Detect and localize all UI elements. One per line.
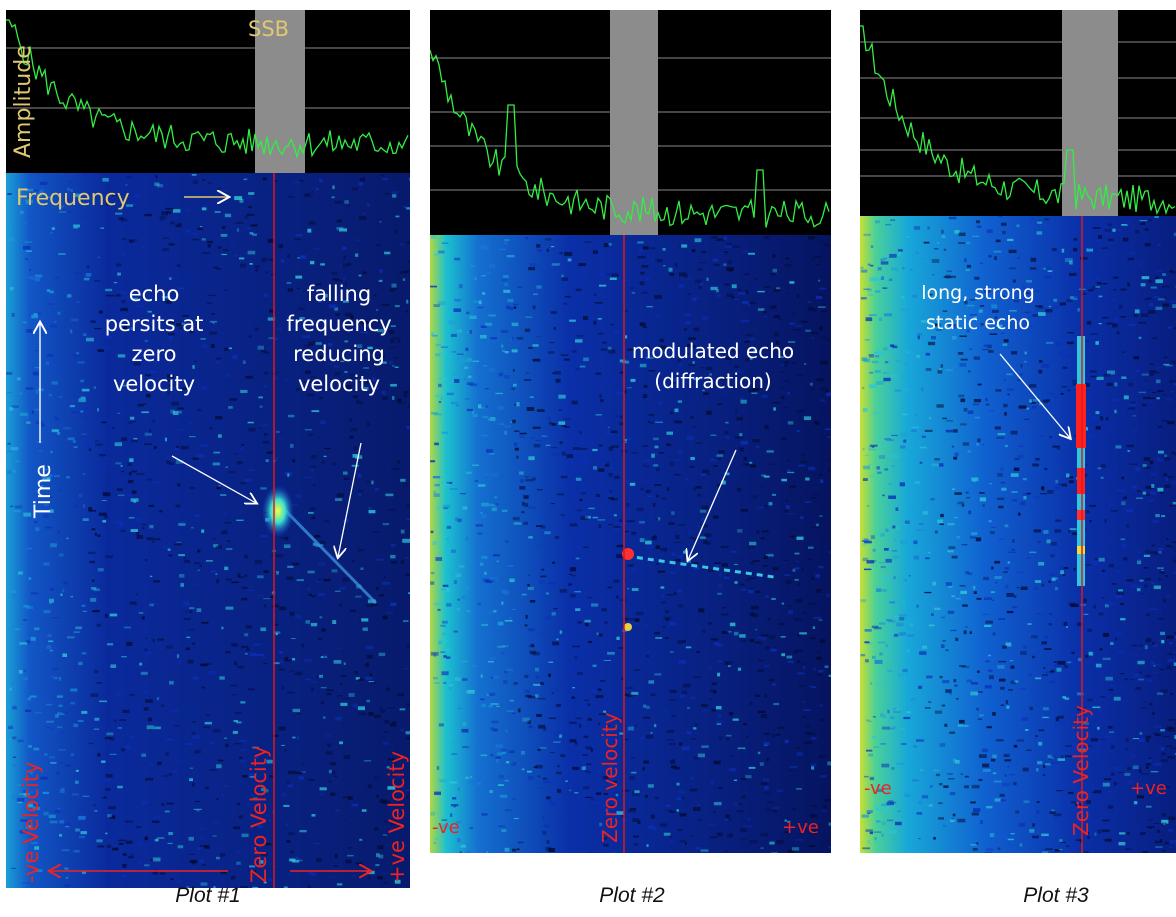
- neg-velocity-label-1: -ve Velocity: [19, 762, 43, 883]
- echo-hotspot-1: [262, 485, 294, 537]
- amplitude-trace-2: [430, 49, 830, 228]
- plot-1: Amplitude SSB Frequency Time echo persits…: [6, 10, 410, 888]
- annotation-arrow-1a: [171, 455, 256, 503]
- echo-point-2: [622, 548, 634, 560]
- zero-velocity-label-2: Zero velocity: [598, 712, 622, 843]
- pos-velocity-label-3: +ve: [1130, 778, 1167, 799]
- annotation-text: echo persits at zero velocity: [105, 282, 204, 396]
- annotation-static-echo: long, strong static echo: [921, 282, 1035, 334]
- annotation-text: modulated echo (diffraction): [632, 339, 794, 393]
- annotation-text: falling frequency reducing velocity: [286, 282, 391, 396]
- waterfall-noise-3: [860, 216, 1176, 853]
- amplitude-ylabel: Amplitude: [11, 45, 36, 158]
- static-echo: [1076, 336, 1086, 586]
- ssb-band-2: [610, 10, 658, 235]
- neg-velocity-label-2: -ve: [432, 817, 460, 838]
- pos-velocity-label-1: +ve Velocity: [385, 751, 409, 883]
- amplitude-gridlines-3: [860, 41, 1176, 177]
- ssb-label: SSB: [248, 17, 289, 41]
- waterfall-3: [860, 216, 1176, 853]
- annotation-arrow-3: [999, 353, 1070, 438]
- time-label: Time: [31, 464, 56, 519]
- annotation-text: long, strong static echo: [921, 282, 1035, 334]
- waterfall-1: [6, 173, 410, 888]
- modulated-echo-streak: [625, 554, 775, 579]
- zero-velocity-label-3: Zero Velocity: [1069, 705, 1093, 836]
- annotation-falling-frequency: falling frequency reducing velocity: [286, 282, 391, 396]
- annotation-echo-persists: echo persits at zero velocity: [105, 282, 204, 396]
- neg-velocity-label-3: -ve: [864, 778, 892, 799]
- amplitude-trace-3: [860, 25, 1176, 216]
- amplitude-panel-1: [6, 10, 410, 173]
- plot-2: modulated echo (diffraction) -ve Zero vel…: [430, 10, 831, 853]
- echo-point-2b: [624, 623, 632, 631]
- ssb-band-3: [1062, 10, 1118, 216]
- plot-2-svg: modulated echo (diffraction) -ve Zero vel…: [430, 10, 831, 853]
- plot-3: long, strong static echo -ve Zero Velocit…: [860, 10, 1176, 853]
- pos-velocity-label-2: +ve: [782, 817, 819, 838]
- zero-velocity-label-1: Zero Velocity: [247, 746, 271, 883]
- annotation-modulated-echo: modulated echo (diffraction): [632, 339, 794, 393]
- frequency-label: Frequency: [16, 186, 130, 211]
- amplitude-gridlines-1: [6, 47, 410, 109]
- waterfall-noise-2: [430, 235, 831, 853]
- caption-plot-3: Plot #3: [1023, 884, 1089, 907]
- plot-3-svg: long, strong static echo -ve Zero Velocit…: [860, 10, 1176, 853]
- amplitude-trace-1: [6, 19, 409, 159]
- falling-frequency-streak: [276, 501, 378, 605]
- caption-plot-2: Plot #2: [599, 884, 665, 907]
- caption-plot-1: Plot #1: [175, 884, 241, 907]
- annotation-arrow-1b: [338, 442, 362, 557]
- waterfall-2: [430, 235, 831, 853]
- amplitude-panel-3: [860, 10, 1176, 216]
- plot-1-svg: Amplitude SSB Frequency Time echo persits…: [6, 10, 410, 888]
- annotation-arrow-2: [688, 449, 737, 560]
- ssb-band: [255, 10, 305, 173]
